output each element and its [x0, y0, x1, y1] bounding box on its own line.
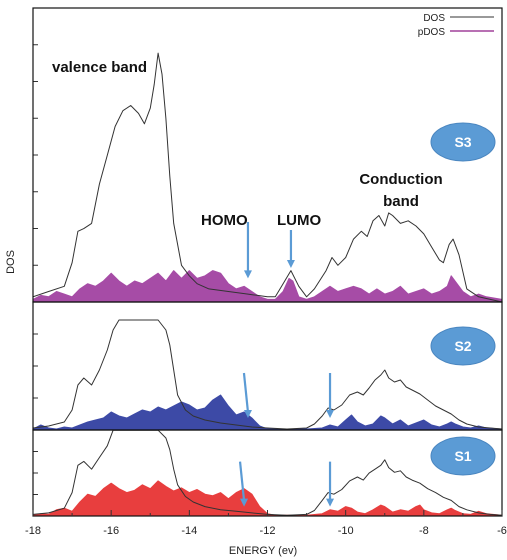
arrow-head [240, 498, 249, 507]
badge-label: S2 [454, 338, 471, 354]
badge-ellipse [430, 326, 496, 366]
valence-band-label: valence band [52, 59, 147, 76]
arrow-head [243, 410, 252, 418]
pdos-area-s2 [33, 394, 502, 430]
arrow-s3-2 [286, 230, 295, 268]
arrow-head [243, 270, 252, 279]
panel-frame [32, 301, 503, 431]
panel-s2: S2 [32, 301, 503, 431]
x-tick-label: -10 [338, 525, 354, 537]
arrow-shaft [242, 372, 250, 413]
panel-s1: S1 [32, 429, 503, 517]
legend: DOS pDOS [418, 13, 494, 38]
dos-line-s2 [33, 319, 502, 430]
arrow-s2-1 [242, 372, 252, 418]
x-tick-label: -12 [260, 525, 276, 537]
badge-label: S3 [454, 134, 471, 150]
pdos-area-s3 [33, 270, 502, 302]
x-axis-title: ENERGY (ev) [229, 545, 297, 557]
pdos-area-s1 [33, 480, 502, 516]
x-axis: -18 -16 -14 -12 -10 -8 -6 [25, 510, 507, 537]
lumo-label: LUMO [277, 212, 321, 229]
arrow-s3-1 [243, 222, 252, 279]
panels-group: S3 S2 S1 [32, 7, 503, 517]
band-label: band [383, 193, 419, 210]
arrow-shaft [238, 461, 246, 501]
badge-s2: S2 [430, 326, 496, 366]
arrow-head [326, 498, 335, 507]
dos-line-s3 [33, 52, 502, 302]
x-tick-label: -14 [181, 525, 197, 537]
badge-label: S1 [454, 448, 471, 464]
arrow-s1-1 [238, 461, 249, 507]
panel-plot-area [33, 319, 502, 430]
badge-s1: S1 [430, 436, 496, 476]
legend-pdos-label: pDOS [418, 27, 446, 38]
homo-label: HOMO [201, 212, 248, 229]
x-tick-label: -6 [497, 525, 507, 537]
badge-ellipse [430, 436, 496, 476]
panel-plot-area [33, 430, 502, 516]
badge-s3: S3 [430, 122, 496, 162]
conduction-label: Conduction [359, 171, 442, 188]
x-tick-label: -18 [25, 525, 41, 537]
panel-frame [32, 7, 503, 303]
panel-plot-area [33, 52, 502, 302]
arrow-head [286, 259, 295, 268]
arrow-s2-2 [326, 373, 335, 418]
badge-ellipse [430, 122, 496, 162]
legend-dos-label: DOS [423, 13, 445, 24]
panel-s3: S3 [32, 7, 503, 303]
x-tick-label: -16 [103, 525, 119, 537]
x-tick-label: -8 [419, 525, 429, 537]
arrow-head [326, 410, 335, 418]
y-axis-title: DOS [5, 250, 17, 274]
arrow-s1-2 [326, 461, 335, 507]
